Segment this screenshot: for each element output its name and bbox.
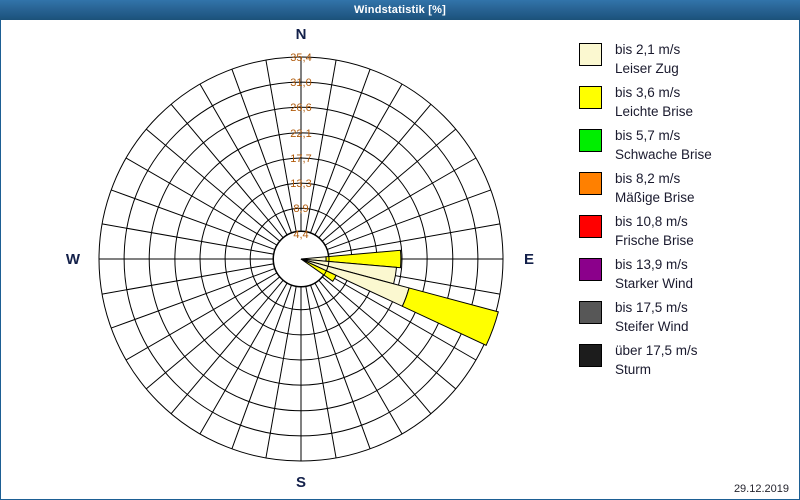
legend-item: bis 2,1 m/s Leiser Zug (579, 40, 794, 78)
radial-tick-label: 31,0 (290, 77, 311, 89)
radial-tick-labels: 4,4 8,9 13,3 17,7 22,1 26,6 31,0 35,4 (290, 52, 311, 241)
legend-swatch-starker-wind (579, 258, 602, 281)
legend-swatch-leiser-zug (579, 43, 602, 66)
polar-grid (98, 56, 504, 462)
wind-rose-svg: 4,4 8,9 13,3 17,7 22,1 26,6 31,0 35,4 N E S W (66, 26, 534, 491)
radial-tick-label: 35,4 (290, 52, 311, 64)
legend-label-starker-wind: bis 13,9 m/s Starker Wind (615, 255, 693, 293)
radial-tick-label: 13,3 (290, 178, 311, 190)
legend-name: Starker Wind (615, 276, 694, 291)
window-client-area: 4,4 8,9 13,3 17,7 22,1 26,6 31,0 35,4 N E S W bis … (1, 20, 799, 499)
legend-name: Leichte Brise (615, 104, 694, 119)
legend-label-frische-brise: bis 10,8 m/s Frische Brise (615, 212, 694, 250)
legend-speed: bis 17,5 m/s (615, 300, 688, 315)
legend-name: Mäßige Brise (615, 190, 695, 205)
legend-name: Steifer Wind (615, 319, 689, 334)
radial-tick-label: 17,7 (290, 153, 311, 165)
legend-speed: über 17,5 m/s (615, 343, 698, 358)
legend-item: bis 3,6 m/s Leichte Brise (579, 83, 794, 121)
legend-item: über 17,5 m/s Sturm (579, 341, 794, 379)
legend-swatch-sturm (579, 344, 602, 367)
window-title: Windstatistik [%] (354, 4, 446, 16)
legend-swatch-leichte-brise (579, 86, 602, 109)
legend-swatch-maessige-brise (579, 172, 602, 195)
legend-item: bis 5,7 m/s Schwache Brise (579, 126, 794, 164)
legend-label-schwache-brise: bis 5,7 m/s Schwache Brise (615, 126, 712, 164)
legend-swatch-frische-brise (579, 215, 602, 238)
legend-label-leiser-zug: bis 2,1 m/s Leiser Zug (615, 40, 680, 78)
legend-speed: bis 2,1 m/s (615, 42, 681, 57)
wind-rose-petals (300, 249, 499, 346)
compass-label-south: S (296, 474, 306, 491)
window-titlebar: Windstatistik [%] (0, 0, 800, 20)
legend-swatch-schwache-brise (579, 129, 602, 152)
legend-name: Leiser Zug (615, 61, 679, 76)
legend-speed: bis 10,8 m/s (615, 214, 688, 229)
legend-name: Schwache Brise (615, 147, 712, 162)
compass-label-west: W (66, 251, 81, 268)
legend-item: bis 17,5 m/s Steifer Wind (579, 298, 794, 336)
legend-speed: bis 5,7 m/s (615, 128, 681, 143)
legend-name: Sturm (615, 362, 652, 377)
compass-label-north: N (296, 26, 307, 43)
radial-tick-label: 22,1 (290, 128, 311, 140)
radial-tick-label: 8,9 (293, 203, 308, 215)
legend-item: bis 10,8 m/s Frische Brise (579, 212, 794, 250)
compass-label-east: E (524, 251, 534, 268)
legend-label-sturm: über 17,5 m/s Sturm (615, 341, 698, 379)
radial-tick-label: 4,4 (293, 229, 308, 241)
legend: bis 2,1 m/s Leiser Zug bis 3,6 m/s Leich… (579, 40, 794, 384)
legend-label-maessige-brise: bis 8,2 m/s Mäßige Brise (615, 169, 695, 207)
legend-speed: bis 3,6 m/s (615, 85, 681, 100)
legend-item: bis 13,9 m/s Starker Wind (579, 255, 794, 293)
legend-speed: bis 13,9 m/s (615, 257, 688, 272)
radial-tick-label: 26,6 (290, 102, 311, 114)
legend-item: bis 8,2 m/s Mäßige Brise (579, 169, 794, 207)
wind-rose-chart: 4,4 8,9 13,3 17,7 22,1 26,6 31,0 35,4 N E S W (1, 20, 571, 499)
compass-labels: N E S W (66, 26, 534, 491)
date-stamp: 29.12.2019 (733, 483, 789, 495)
legend-speed: bis 8,2 m/s (615, 171, 681, 186)
legend-swatch-steifer-wind (579, 301, 602, 324)
legend-label-leichte-brise: bis 3,6 m/s Leichte Brise (615, 83, 693, 121)
legend-label-steifer-wind: bis 17,5 m/s Steifer Wind (615, 298, 689, 336)
legend-name: Frische Brise (615, 233, 694, 248)
calm-circle (273, 231, 330, 287)
